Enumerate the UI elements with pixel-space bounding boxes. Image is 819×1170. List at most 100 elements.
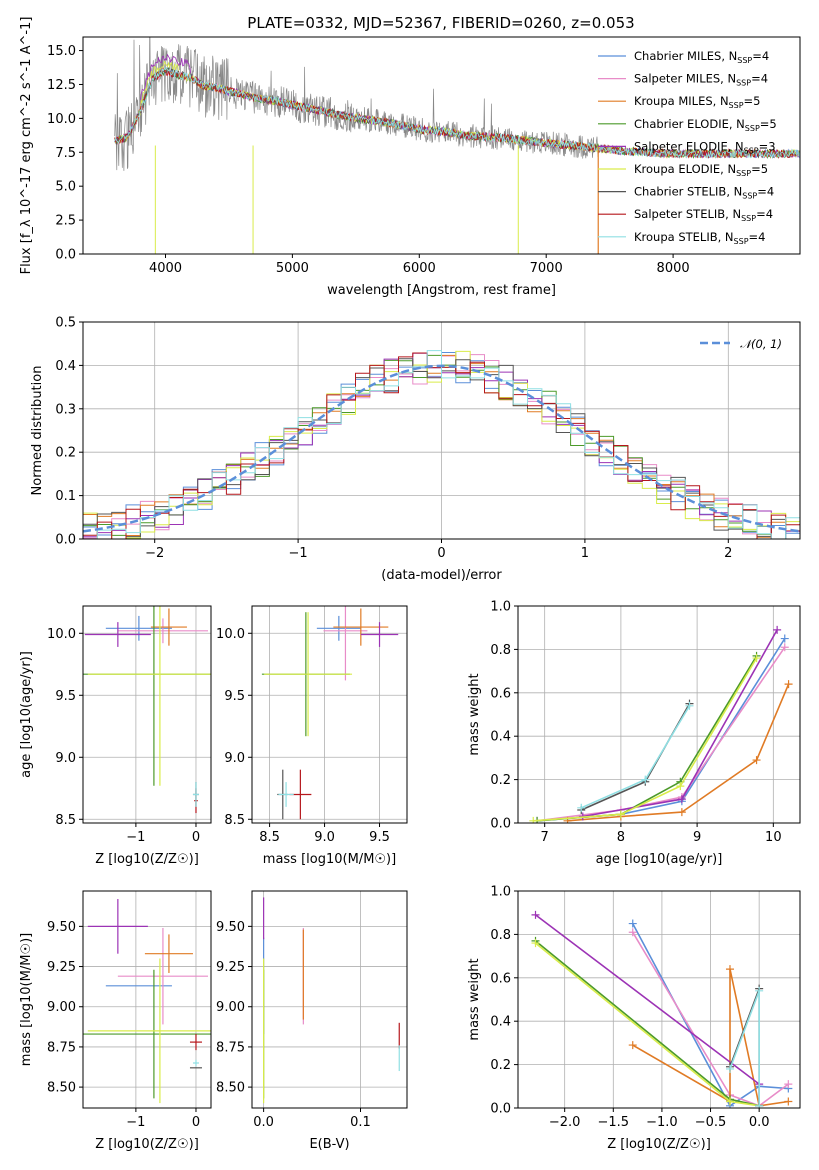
y-tick-label: 9.5 xyxy=(224,689,245,704)
y-axis-label: Normed distribution xyxy=(30,366,45,496)
y-tick-label: 0.8 xyxy=(490,643,511,658)
grid-lines xyxy=(252,606,407,823)
x-tick-label: 7 xyxy=(541,830,549,845)
x-axis-label: age [log10(age/yr)] xyxy=(596,852,723,867)
x-tick-label: −1.5 xyxy=(598,1115,630,1130)
grid-lines xyxy=(518,890,800,1109)
y-tick-label: 1.0 xyxy=(490,600,511,615)
panel-spectrum: 4000 5000 6000 7000 8000 0.0 2.5 5.0 7.5 10.0 12.5… xyxy=(19,17,801,298)
y-tick-label: 0.6 xyxy=(490,971,511,986)
x-tick-label: −1 xyxy=(289,546,308,561)
x-tick-label: 9 xyxy=(693,830,701,845)
points-area xyxy=(261,606,399,820)
y-tick-label: 8.50 xyxy=(47,1081,76,1096)
x-tick-label: 7000 xyxy=(530,261,563,276)
x-tick-label: 8 xyxy=(617,830,625,845)
y-tick-label: 0.2 xyxy=(490,773,511,788)
legend-suffix: =4 xyxy=(756,207,773,221)
grid-lines xyxy=(83,606,211,823)
y-tick-label: 0.8 xyxy=(490,928,511,943)
model-spectrum-kroupa_stelib xyxy=(114,66,800,159)
legend-entry: Salpeter STELIB, NSSP=4 xyxy=(634,207,773,223)
legend-subscript: SSP xyxy=(737,56,752,65)
y-tick-label: 0.5 xyxy=(55,316,76,331)
x-tick-label: 6000 xyxy=(403,261,436,276)
legend-entry: Kroupa STELIB, NSSP=4 xyxy=(634,230,765,246)
y-axis-label: Flux [f_λ 10^-17 erg cm^-2 s^-1 A^-1] xyxy=(19,17,34,275)
lines-area xyxy=(529,625,793,823)
legend-entry: 𝒩(0, 1) xyxy=(740,337,782,351)
y-tick-label: 7.5 xyxy=(55,146,76,161)
legend-subscript: SSP xyxy=(736,169,751,178)
series-marker xyxy=(725,965,734,974)
y-tick-label: 8.75 xyxy=(216,1040,245,1055)
y-tick-label: 8.50 xyxy=(216,1081,245,1096)
x-tick-label: 9.0 xyxy=(314,830,335,845)
panel-mass-weight-vs-Z: −2.0 −1.5 −1.0 −0.5 0.0 0.0 0.2 0.4 0.6 0.8 1.0 Z [… xyxy=(467,885,801,1152)
grid-lines xyxy=(252,891,407,1108)
x-tick-label: 10 xyxy=(765,830,782,845)
axes-frame xyxy=(517,605,801,824)
x-tick-label: 5000 xyxy=(276,261,309,276)
axes-frame xyxy=(251,605,408,824)
legend-entry: Kroupa MILES, NSSP=5 xyxy=(634,94,760,110)
x-tick-label: −1.0 xyxy=(646,1115,678,1130)
legend-entry: Salpeter MILES, NSSP=4 xyxy=(634,72,768,88)
y-tick-label: 10.0 xyxy=(47,627,76,642)
legend-suffix: =4 xyxy=(749,230,766,244)
legend-subscript: SSP xyxy=(734,237,749,246)
grid-lines xyxy=(83,891,211,1108)
x-tick-label: 0 xyxy=(437,546,445,561)
series-marker xyxy=(780,643,789,652)
y-tick-label: 1.0 xyxy=(490,885,511,900)
series-marker xyxy=(755,1101,764,1108)
x-tick-label: 0 xyxy=(192,830,200,845)
y-tick-label: 8.5 xyxy=(55,813,76,828)
panel-age-vs-mass: 8.5 9.0 9.5 8.5 9.0 9.5 10.0 mass [log10(M/M☉)] xyxy=(216,605,408,867)
grid-lines xyxy=(518,605,800,824)
series-line-salpeter_miles xyxy=(632,931,789,1107)
y-tick-label: 8.5 xyxy=(224,813,245,828)
series-marker xyxy=(616,810,625,819)
series-marker xyxy=(531,910,540,919)
series-marker xyxy=(677,808,686,817)
observed-spectrum xyxy=(114,37,599,171)
figure-title: PLATE=0332, MJD=52367, FIBERID=0260, z=0… xyxy=(247,14,634,32)
x-tick-label: −1 xyxy=(126,830,145,845)
series-line-chabrier_elodie xyxy=(537,655,758,822)
panel-mass-weight-vs-age: 7 8 9 10 0.0 0.2 0.4 0.6 0.8 1.0 age [log10(age/yr… xyxy=(467,600,801,867)
legend-suffix: =4 xyxy=(751,72,768,86)
x-axis-label: (data-model)/error xyxy=(381,568,502,583)
y-axis-label: mass [log10(M/M☉)] xyxy=(19,933,34,1066)
series-marker xyxy=(676,782,685,791)
axes-frame xyxy=(82,36,801,255)
x-tick-label: 8.5 xyxy=(259,830,280,845)
y-tick-label: 5.0 xyxy=(55,180,76,195)
series-marker xyxy=(773,625,782,634)
series-marker xyxy=(529,816,538,823)
x-tick-label: 0 xyxy=(192,1115,200,1130)
series-marker xyxy=(752,654,761,663)
legend-subscript: SSP xyxy=(729,101,744,110)
legend-entry: Chabrier ELODIE, NSSP=5 xyxy=(634,117,777,133)
series-marker xyxy=(628,1041,637,1050)
x-tick-label: 9.5 xyxy=(369,830,390,845)
series-marker xyxy=(641,775,650,784)
lines-area xyxy=(531,910,793,1108)
x-tick-label: 0.0 xyxy=(253,1115,274,1130)
y-tick-label: 9.25 xyxy=(47,960,76,975)
axes-frame xyxy=(517,890,801,1109)
series-marker xyxy=(784,680,793,689)
x-tick-label: 1 xyxy=(581,546,589,561)
series-marker xyxy=(685,701,694,710)
series-marker xyxy=(628,928,637,937)
series-line-salpeter_miles xyxy=(536,646,786,822)
y-axis-label: mass weight xyxy=(467,673,482,755)
x-axis-label: Z [log10(Z/Z☉)] xyxy=(95,1137,199,1152)
y-tick-label: 2.5 xyxy=(55,214,76,229)
series-line-chabrier_elodie xyxy=(534,940,760,1107)
legend-subscript: SSP xyxy=(742,192,757,201)
spectrum-plot-area xyxy=(114,37,800,254)
legend-subscript: SSP xyxy=(741,214,756,223)
x-axis-label: E(B-V) xyxy=(309,1137,349,1152)
